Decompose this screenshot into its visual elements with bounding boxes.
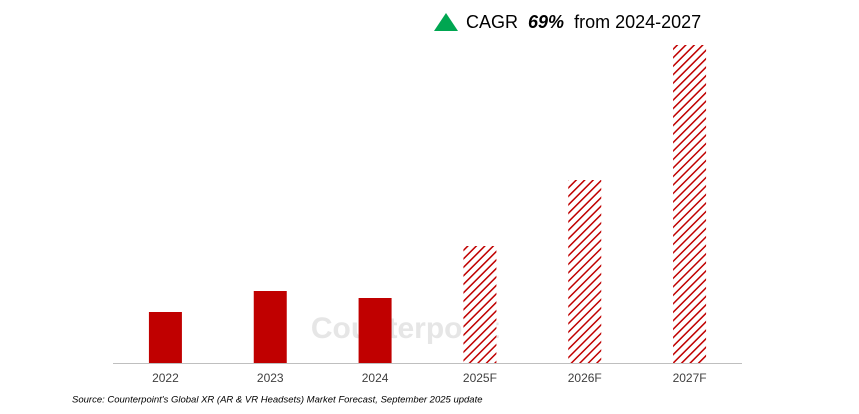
- source: Source: Counterpoint's Global XR (AR & V…: [72, 395, 483, 406]
- bar: [568, 180, 602, 363]
- x-tick-label: 2024: [362, 371, 389, 385]
- x-tick-label: 2022: [152, 371, 179, 385]
- bar: [673, 45, 707, 363]
- up-triangle: [434, 13, 458, 31]
- chart-title: CAGR 69% from 2024-2027: [466, 12, 701, 32]
- x-tick-label: 2027F: [673, 371, 707, 385]
- title-prefix: CAGR: [466, 12, 518, 32]
- bar: [463, 246, 497, 363]
- bar: [253, 291, 287, 363]
- bar: [148, 312, 182, 363]
- title-suffix: from 2024-2027: [574, 12, 701, 32]
- x-tick-label: 2025F: [463, 371, 497, 385]
- title-highlight: 69%: [528, 12, 564, 32]
- x-tick-label: 2026F: [568, 371, 602, 385]
- bar: [358, 298, 392, 363]
- x-tick-label: 2023: [257, 371, 284, 385]
